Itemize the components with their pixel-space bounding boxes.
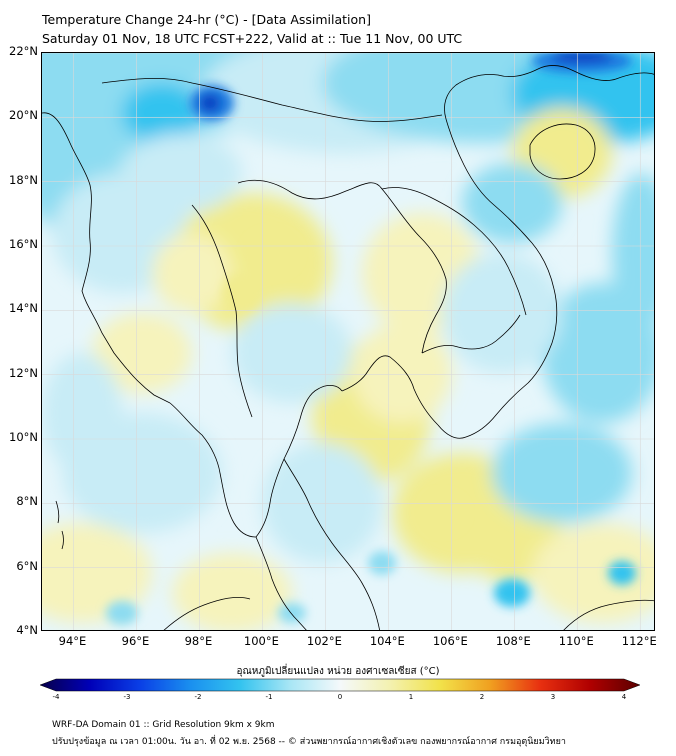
thai-gulf-west-coast [255, 385, 343, 538]
field-patch-warm-light [172, 553, 292, 630]
field-patch-cold [122, 83, 202, 143]
latitude-label: 14°N [9, 301, 38, 316]
longitude-label: 100°E [243, 634, 279, 648]
field-core-warm [420, 495, 464, 531]
colorbar [39, 678, 641, 692]
map-gridlines [42, 53, 654, 630]
vietnam-north-coast [444, 65, 654, 244]
myanmar-south-coast [169, 402, 257, 538]
colorbar-tick-label: -3 [123, 693, 131, 701]
latitude-label: 6°N [16, 558, 38, 573]
myanmar-thailand-border [191, 204, 253, 418]
latitude-label: 16°N [9, 237, 38, 251]
longitude-label: 108°E [495, 634, 531, 648]
latitude-label: 18°N [9, 172, 38, 187]
hainan-island [529, 123, 596, 180]
latitude-label: 12°N [9, 365, 38, 380]
footer-model-info: WRF-DA Domain 01 :: Grid Resolution 9km … [52, 720, 275, 730]
colorbar-title: อุณหภูมิเปลี่ยนแปลง หน่วย องศาเซลเซียส (… [236, 666, 440, 677]
colorbar-tick-label: 4 [621, 693, 627, 701]
field-patch-cool [612, 173, 654, 333]
longitude-label: 94°E [58, 634, 87, 648]
longitude-label: 110°E [558, 634, 594, 648]
map-subtitle: Saturday 01 Nov, 18 UTC FCST+222, Valid … [42, 31, 463, 46]
field-patch-warm-light [92, 313, 192, 393]
longitude-label: 112°E [621, 634, 657, 648]
field-patch-cool-light [42, 353, 122, 473]
field-patch-cool-light [232, 303, 352, 403]
colorbar-tick-label: -1 [265, 693, 273, 701]
field-core-cold [494, 579, 530, 607]
temperature-field-cores [106, 53, 636, 625]
field-core-cool [106, 601, 138, 625]
latitude-label: 8°N [16, 494, 38, 509]
colorbar-tick-label: 1 [408, 693, 414, 701]
colorbar-tick-label: 3 [550, 693, 556, 701]
longitude-label: 98°E [184, 634, 213, 648]
laos-thailand-border [237, 179, 447, 354]
latitude-label: 22°N [9, 44, 38, 58]
colorbar-tick-label: -2 [194, 693, 202, 701]
map-title: Temperature Change 24-hr (°C) - [Data As… [42, 12, 371, 27]
field-patch-warm-light [532, 523, 654, 623]
china-border [101, 77, 443, 122]
latitude-label: 20°N [9, 108, 38, 123]
field-core-cold [608, 561, 636, 585]
temperature-field [42, 53, 654, 630]
longitude-label: 96°E [121, 634, 150, 648]
field-patch-cool [462, 163, 562, 243]
cambodia-vietnam-coast [437, 242, 558, 439]
field-patch-warm-light [42, 523, 152, 623]
malay-peninsula-east [283, 458, 380, 630]
thai-gulf-east-coast [341, 355, 439, 426]
field-core-extreme-cold [200, 94, 220, 112]
vietnam-laos-border [381, 187, 527, 316]
cambodia-border [421, 314, 521, 354]
longitude-label: 106°E [432, 634, 468, 648]
field-patch-cool [492, 423, 632, 523]
field-core-warm [247, 233, 297, 273]
coastlines-borders [42, 65, 654, 630]
colorbar-tick-label: 2 [479, 693, 485, 701]
field-core-warm [222, 273, 262, 313]
myanmar-west-coast [42, 112, 171, 404]
colorbar-tick-label: 0 [337, 693, 343, 701]
field-patch-cool-light [442, 253, 562, 373]
borneo-coast [563, 599, 654, 630]
latitude-label: 4°N [16, 623, 38, 637]
footer-credit: ปรับปรุงข้อมูล ณ เวลา 01:00น. วัน อา. ที… [52, 737, 566, 747]
field-patch-warm-light [152, 233, 232, 313]
field-core-cool [278, 603, 306, 623]
colorbar-gradient [39, 678, 641, 692]
field-core-cool [368, 551, 396, 575]
field-patch-cool-light [262, 443, 382, 563]
latitude-label: 10°N [9, 430, 38, 444]
andaman-islands [55, 500, 64, 550]
field-core-extreme-cold [552, 53, 612, 63]
malay-peninsula-west [255, 536, 307, 630]
longitude-label: 104°E [369, 634, 405, 648]
map-area[interactable] [41, 52, 655, 631]
longitude-label: 102°E [306, 634, 342, 648]
sumatra-coast [163, 597, 251, 630]
field-patch-warm-light [352, 323, 452, 423]
temperature-change-map [42, 53, 654, 630]
field-patch-cool-light [122, 133, 242, 213]
colorbar-tick-label: -4 [52, 693, 60, 701]
